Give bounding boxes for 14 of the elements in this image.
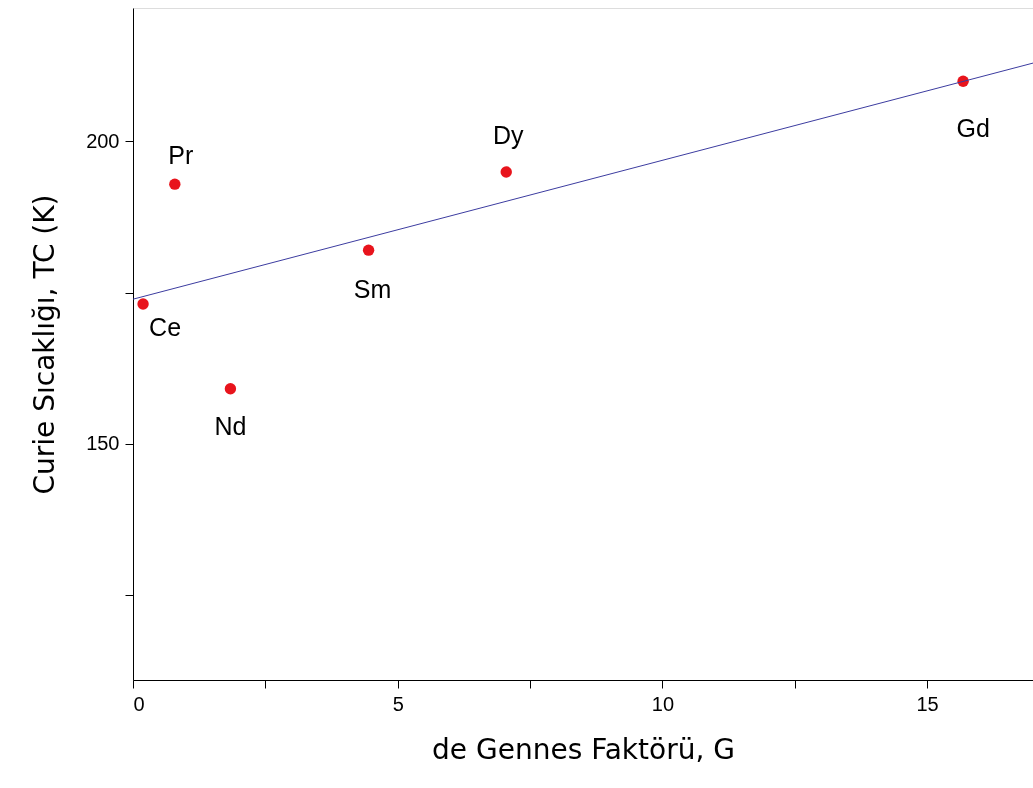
x-tick-label: 5 <box>392 692 404 715</box>
x-tick-label: 10 <box>651 692 675 715</box>
annotation: Pr <box>168 141 194 170</box>
y-tick-label: 200 <box>86 129 120 152</box>
y-tick-label: 150 <box>86 432 120 455</box>
annotation: Ce <box>149 313 182 342</box>
y-axis-title: Curie Sıcaklığı, TC (K) <box>28 194 62 495</box>
x-tick-label: 15 <box>916 692 939 715</box>
annotation: Gd <box>956 114 990 143</box>
annotation: Nd <box>214 411 247 440</box>
annotation: Sm <box>353 275 392 304</box>
x-tick-label: 0 <box>133 692 145 715</box>
x-axis-title: de Gennes Faktörü, G <box>432 732 735 766</box>
annotation: Dy <box>492 121 525 150</box>
